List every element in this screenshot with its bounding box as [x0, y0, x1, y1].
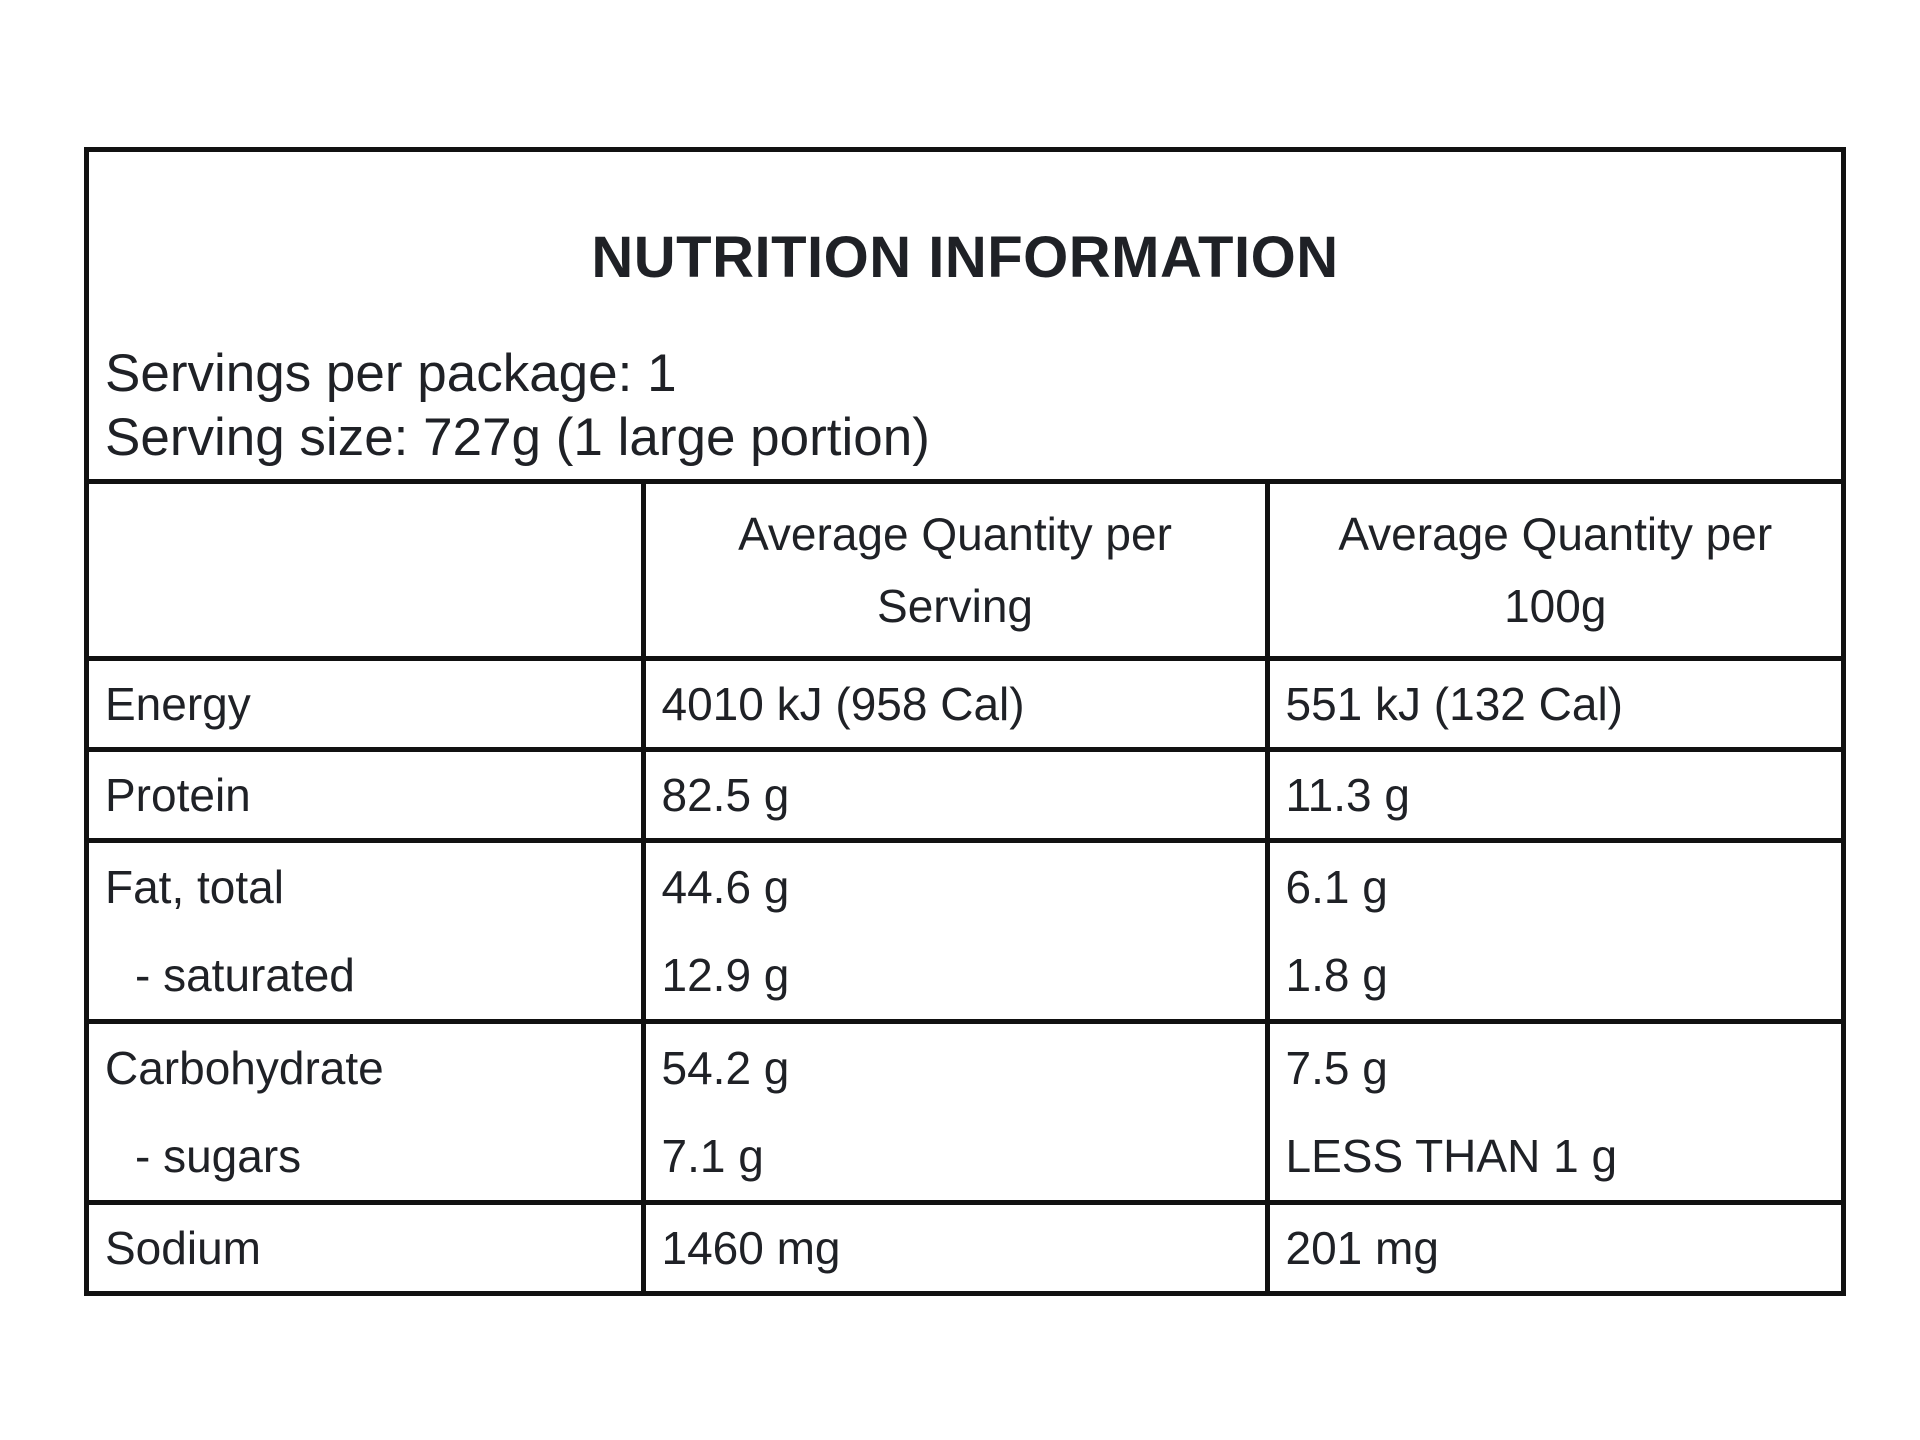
column-header-per-serving: Average Quantity per Serving — [640, 484, 1267, 659]
table-row-energy: Energy 4010 kJ (958 Cal) 551 kJ (132 Cal… — [89, 656, 1841, 750]
table-row-protein: Protein 82.5 g 11.3 g — [89, 747, 1841, 841]
nutrient-name-cell: Carbohydrate - sugars — [89, 1019, 643, 1203]
per-100g-value: 551 kJ (132 Cal) — [1264, 656, 1841, 750]
nutrition-title: NUTRITION INFORMATION — [591, 225, 1339, 290]
column-header-nutrient — [89, 484, 643, 659]
nutrition-header: NUTRITION INFORMATION Servings per packa… — [89, 152, 1841, 484]
nutrition-panel: NUTRITION INFORMATION Servings per packa… — [84, 147, 1846, 1296]
per-serving-value: 54.2 g — [661, 1042, 790, 1094]
per-100g-value: 6.1 g — [1285, 861, 1388, 913]
per-serving-cell: 54.2 g 7.1 g — [640, 1019, 1267, 1203]
sub-nutrient-name: - sugars — [135, 1130, 302, 1182]
table-row-carbohydrate: Carbohydrate - sugars 54.2 g 7.1 g 7.5 g… — [89, 1019, 1841, 1203]
per-100g-value: 7.5 g — [1285, 1042, 1388, 1094]
per-serving-value: 1460 mg — [640, 1200, 1267, 1291]
nutrient-name: Carbohydrate — [105, 1042, 384, 1094]
per-serving-cell: 44.6 g 12.9 g — [640, 838, 1267, 1022]
per-100g-cell: 6.1 g 1.8 g — [1264, 838, 1841, 1022]
sub-nutrient-name: - saturated — [135, 949, 355, 1001]
sub-per-serving-value: 12.9 g — [661, 949, 790, 1001]
nutrient-name: Fat, total — [105, 861, 284, 913]
serving-info: Servings per package: 1 Serving size: 72… — [105, 342, 930, 470]
nutrient-name: Sodium — [89, 1200, 643, 1291]
serving-size: Serving size: 727g (1 large portion) — [105, 408, 930, 467]
table-header-row: Average Quantity per Serving Average Qua… — [89, 484, 1841, 659]
table-row-fat: Fat, total - saturated 44.6 g 12.9 g 6.1… — [89, 838, 1841, 1022]
per-100g-value: 11.3 g — [1264, 747, 1841, 841]
per-serving-value: 4010 kJ (958 Cal) — [640, 656, 1267, 750]
nutrient-name: Energy — [89, 656, 643, 750]
per-serving-value: 44.6 g — [661, 861, 790, 913]
sub-per-serving-value: 7.1 g — [661, 1130, 764, 1182]
nutrition-table: Average Quantity per Serving Average Qua… — [89, 484, 1841, 1291]
per-100g-value: 201 mg — [1264, 1200, 1841, 1291]
servings-per-package: Servings per package: 1 — [105, 344, 677, 403]
per-serving-value: 82.5 g — [640, 747, 1267, 841]
sub-per-100g-value: LESS THAN 1 g — [1285, 1130, 1618, 1182]
table-row-sodium: Sodium 1460 mg 201 mg — [89, 1200, 1841, 1291]
column-header-per-100g: Average Quantity per 100g — [1264, 484, 1841, 659]
nutrient-name-cell: Fat, total - saturated — [89, 838, 643, 1022]
per-100g-cell: 7.5 g LESS THAN 1 g — [1264, 1019, 1841, 1203]
sub-per-100g-value: 1.8 g — [1285, 949, 1388, 1001]
nutrient-name: Protein — [89, 747, 643, 841]
